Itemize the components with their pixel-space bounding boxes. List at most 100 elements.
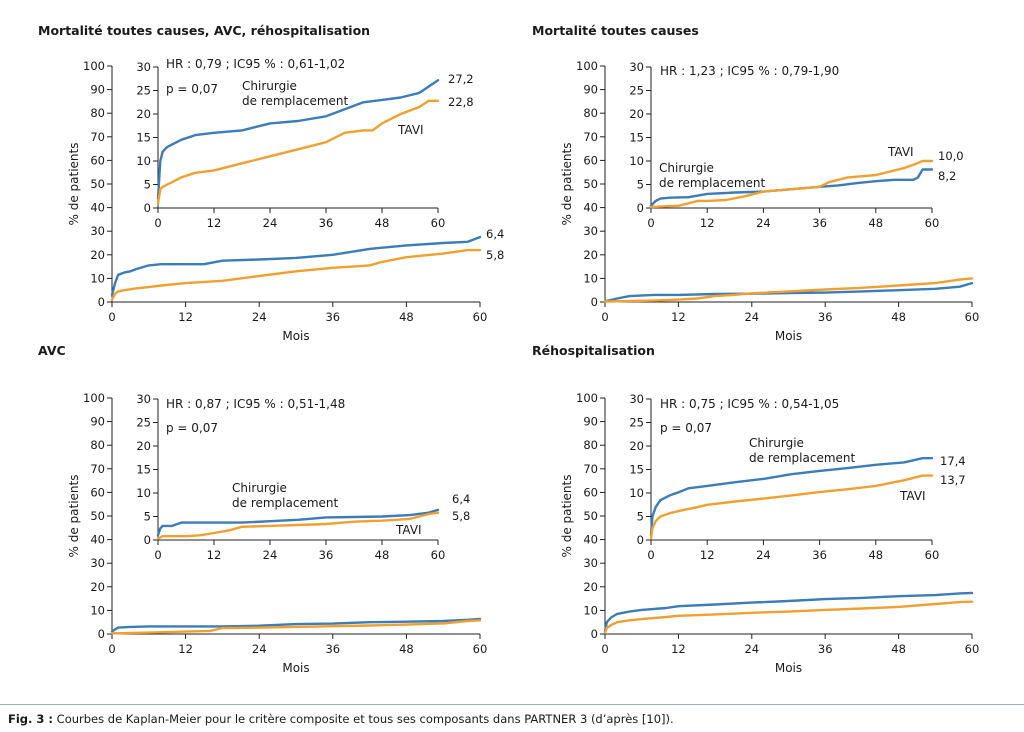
main-x-tick-label: 48 [891,310,906,324]
main-x-tick-label: 12 [671,310,686,324]
tavi-series-label: TAVI [397,123,424,137]
main-surgery-line [110,617,482,633]
main-y-tick-label: 80 [583,438,598,452]
inset-x-tick-label: 36 [319,216,334,230]
main-y-tick-label: 100 [576,391,598,405]
main-y-tick-label: 30 [583,556,598,570]
main-x-tick-label: 12 [671,642,686,656]
inset-x-tick-label: 60 [431,548,446,562]
x-axis-label: Mois [775,329,802,343]
main-x-tick-label: 48 [399,310,414,324]
inset-y-tick-label: 0 [144,201,151,215]
surgery-series-label: Chirurgie [659,161,714,175]
inset-y-tick-label: 30 [629,60,644,74]
km-panel-1: Mortalité toutes causes, AVC, réhospital… [38,23,504,343]
surgery-series-label: de remplacement [749,451,856,465]
inset-y-tick-label: 30 [629,392,644,406]
inset-y-tick-label: 20 [136,439,151,453]
inset-x-tick-label: 60 [431,216,446,230]
main-y-tick-label: 70 [583,462,598,476]
inset-y-tick-label: 0 [144,533,151,547]
inset-y-tick-label: 10 [629,486,644,500]
inset-y-tick-label: 5 [637,510,644,524]
main-y-tick-label: 50 [90,177,105,191]
main-y-tick-label: 40 [583,533,598,547]
main-x-tick-label: 48 [399,642,414,656]
tavi-series-label: TAVI [887,145,914,159]
inset-y-tick-label: 5 [144,510,151,524]
inset-annotation: HR : 0,79 ; IC95 % : 0,61-1,02 [166,57,345,71]
tavi-series-label: TAVI [395,523,422,537]
inset-y-tick-label: 5 [144,178,151,192]
inset-annotation: p = 0,07 [166,421,218,435]
inset-y-tick-label: 10 [629,154,644,168]
inset-x-tick-label: 12 [207,216,222,230]
main-y-tick-label: 80 [583,106,598,120]
main-surgery-line [603,591,974,633]
main-y-tick-label: 50 [583,509,598,523]
inset-x-tick-label: 36 [812,548,827,562]
y-axis-label: % de patients [560,143,574,226]
inset-x-tick-label: 0 [154,216,161,230]
main-y-tick-label: 0 [591,295,598,309]
inset-end-label: 27,2 [448,72,474,86]
main-y-tick-label: 0 [98,627,105,641]
inset-x-tick-label: 12 [700,216,715,230]
y-axis-label: % de patients [560,475,574,558]
main-y-tick-label: 90 [583,415,598,429]
main-x-tick-label: 36 [818,642,833,656]
inset-annotation: p = 0,07 [166,82,218,96]
km-panel-2: Mortalité toutes causes01020304050607080… [532,23,979,343]
inset-y-tick-label: 30 [136,392,151,406]
inset-surgery-line [156,79,440,200]
main-x-tick-label: 24 [744,310,759,324]
main-x-tick-label: 60 [965,642,980,656]
inset-x-tick-label: 48 [868,216,883,230]
main-y-tick-label: 30 [90,556,105,570]
main-end-label: 5,8 [486,248,504,262]
inset-x-tick-label: 12 [700,548,715,562]
main-y-tick-label: 90 [90,415,105,429]
main-x-tick-label: 60 [965,310,980,324]
inset-x-tick-label: 36 [812,216,827,230]
main-y-tick-label: 90 [90,83,105,97]
inset-x-tick-label: 24 [756,216,771,230]
main-x-tick-label: 36 [325,642,340,656]
inset-y-tick-label: 20 [629,107,644,121]
main-y-tick-label: 60 [583,153,598,167]
kaplan-meier-figure: Mortalité toutes causes, AVC, réhospital… [38,23,980,675]
main-x-tick-label: 0 [108,642,115,656]
main-x-tick-label: 0 [108,310,115,324]
main-y-tick-label: 0 [591,627,598,641]
main-y-tick-label: 10 [90,603,105,617]
main-y-tick-label: 60 [583,485,598,499]
inset-surgery-line [649,457,934,537]
main-x-tick-label: 36 [818,310,833,324]
surgery-series-label: de remplacement [659,176,766,190]
figure-caption: Fig. 3 : Courbes de Kaplan-Meier pour le… [8,712,674,726]
main-y-tick-label: 100 [83,59,105,73]
surgery-series-label: Chirurgie [232,481,287,495]
inset-x-tick-label: 48 [375,216,390,230]
main-y-tick-label: 60 [90,153,105,167]
main-y-tick-label: 50 [583,177,598,191]
tavi-series-label: TAVI [899,489,926,503]
inset-x-tick-label: 0 [647,216,654,230]
main-x-tick-label: 12 [178,310,193,324]
main-y-tick-label: 20 [583,248,598,262]
panel-title: AVC [38,343,66,358]
inset-y-tick-label: 25 [136,84,151,98]
inset-end-label: 22,8 [448,95,474,109]
main-y-tick-label: 0 [98,295,105,309]
inset-x-tick-label: 36 [319,548,334,562]
inset-y-tick-label: 15 [629,463,644,477]
main-y-tick-label: 40 [90,533,105,547]
inset-x-tick-label: 24 [263,216,278,230]
main-tavi-line [110,248,482,301]
surgery-series-label: de remplacement [242,94,349,108]
inset-tavi-line [649,474,934,540]
y-axis-label: % de patients [67,143,81,226]
main-tavi-line [603,600,974,634]
inset-tavi-line [156,99,440,205]
caption-label: Fig. 3 : [8,712,54,726]
